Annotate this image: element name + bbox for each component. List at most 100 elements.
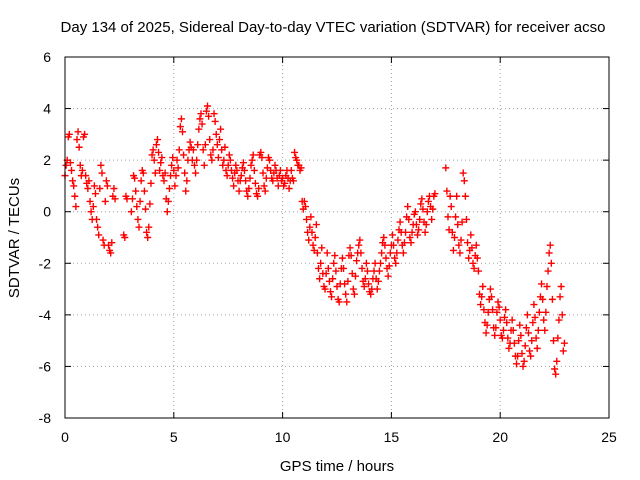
data-point <box>62 161 70 169</box>
data-point <box>98 169 106 177</box>
data-point <box>133 203 141 211</box>
data-point <box>250 166 258 174</box>
data-point <box>455 241 463 249</box>
data-point <box>177 115 185 123</box>
data-point <box>158 154 166 162</box>
data-point <box>223 172 231 180</box>
y-tick-label: -6 <box>39 358 52 374</box>
data-point <box>442 164 450 172</box>
data-point <box>356 236 364 244</box>
data-point <box>329 275 337 283</box>
data-point <box>174 164 182 172</box>
data-point <box>346 244 354 252</box>
data-point <box>340 264 348 272</box>
data-point <box>192 169 200 177</box>
data-point <box>399 249 407 257</box>
data-point <box>142 205 150 213</box>
data-point <box>182 187 190 195</box>
data-point <box>483 321 491 329</box>
data-point <box>534 326 542 334</box>
data-point <box>239 159 247 167</box>
data-point <box>73 136 81 144</box>
data-point <box>494 298 502 306</box>
data-point <box>127 208 135 216</box>
data-point <box>422 221 430 229</box>
data-point <box>458 218 466 226</box>
data-point <box>499 326 507 334</box>
data-point <box>148 151 156 159</box>
data-point <box>246 174 254 182</box>
data-point <box>418 195 426 203</box>
data-point <box>547 259 555 267</box>
data-point <box>102 177 110 185</box>
data-point <box>386 249 394 257</box>
data-point <box>532 334 540 342</box>
data-point <box>225 151 233 159</box>
data-point <box>417 200 425 208</box>
data-point <box>373 285 381 293</box>
data-point <box>520 357 528 365</box>
data-point <box>404 203 412 211</box>
data-point <box>157 159 165 167</box>
data-point <box>353 257 361 265</box>
data-point <box>75 143 83 151</box>
data-point <box>171 182 179 190</box>
data-point <box>217 125 225 133</box>
data-point <box>214 154 222 162</box>
data-point <box>542 308 550 316</box>
data-point <box>326 288 334 296</box>
data-point <box>400 239 408 247</box>
data-point <box>496 316 504 324</box>
data-point <box>128 195 136 203</box>
data-point <box>202 107 210 115</box>
data-point <box>559 347 567 355</box>
data-point <box>309 241 317 249</box>
data-point <box>194 141 202 149</box>
data-point <box>132 187 140 195</box>
data-point <box>419 205 427 213</box>
data-point <box>321 285 329 293</box>
data-point <box>134 215 142 223</box>
data-point <box>332 267 340 275</box>
data-point <box>375 267 383 275</box>
data-point <box>107 249 115 257</box>
data-point <box>108 239 116 247</box>
data-point <box>388 231 396 239</box>
data-point <box>82 172 90 180</box>
data-point <box>385 262 393 270</box>
data-point <box>504 334 512 342</box>
data-point <box>78 166 86 174</box>
data-point <box>201 141 209 149</box>
data-point <box>180 151 188 159</box>
data-point <box>459 169 467 177</box>
data-point <box>465 254 473 262</box>
data-point <box>468 244 476 252</box>
data-point <box>197 110 205 118</box>
data-point <box>160 177 168 185</box>
data-point <box>207 151 215 159</box>
data-point <box>213 141 221 149</box>
data-point <box>449 246 457 254</box>
data-point <box>65 130 73 138</box>
data-point <box>516 321 524 329</box>
data-point <box>351 272 359 280</box>
x-tick-label: 15 <box>384 429 400 445</box>
data-point <box>95 231 103 239</box>
data-point <box>367 290 375 298</box>
y-tick-label: 2 <box>43 152 51 168</box>
data-point <box>495 303 503 311</box>
data-point <box>515 337 523 345</box>
data-point <box>424 197 432 205</box>
data-point <box>289 177 297 185</box>
data-point <box>464 239 472 247</box>
data-point <box>193 156 201 164</box>
data-point <box>266 156 274 164</box>
data-point <box>312 221 320 229</box>
data-point <box>428 215 436 223</box>
data-point <box>478 293 486 301</box>
data-point <box>257 148 265 156</box>
data-point <box>539 295 547 303</box>
data-point <box>208 156 216 164</box>
data-point <box>230 182 238 190</box>
